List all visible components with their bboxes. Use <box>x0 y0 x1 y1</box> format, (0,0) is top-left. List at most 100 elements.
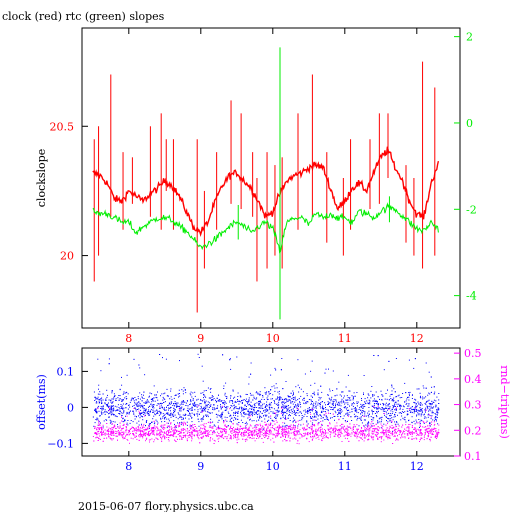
offset-point <box>425 403 427 405</box>
offset-point <box>138 401 140 403</box>
rnd-trip-point <box>200 430 202 432</box>
rnd-trip-point <box>121 435 123 437</box>
offset-point <box>251 408 253 410</box>
offset-point <box>320 415 322 417</box>
offset-point <box>358 409 360 410</box>
offset-point <box>133 405 135 406</box>
rnd-trip-point <box>204 425 206 427</box>
offset-point <box>240 406 242 408</box>
offset-point <box>295 386 297 388</box>
offset-point <box>142 419 144 421</box>
rnd-trip-point <box>258 437 260 439</box>
offset-point <box>437 407 439 409</box>
offset-point <box>135 399 137 401</box>
offset-point <box>248 411 250 412</box>
offset-point <box>178 408 180 409</box>
offset-point <box>431 410 433 412</box>
offset-point <box>246 394 248 395</box>
offset-point <box>139 367 141 369</box>
rnd-trip-point <box>309 433 311 435</box>
offset-point <box>414 402 416 404</box>
offset-point <box>207 387 209 389</box>
rnd-trip-point <box>388 436 390 438</box>
offset-point <box>219 415 221 417</box>
offset-point <box>391 408 393 410</box>
offset-point <box>111 405 113 407</box>
offset-point <box>191 417 193 419</box>
rnd-trip-point <box>273 434 275 436</box>
offset-point <box>160 404 162 406</box>
rnd-trip-point <box>197 437 199 438</box>
rnd-trip-point <box>329 422 331 424</box>
rnd-trip-point <box>438 429 440 431</box>
rnd-trip-point <box>302 427 304 429</box>
rnd-trip-point <box>397 428 399 430</box>
offset-point <box>436 396 438 398</box>
offset-point <box>353 402 354 404</box>
rnd-trip-point <box>104 429 106 431</box>
rnd-trip-point <box>163 429 165 430</box>
offset-point <box>394 391 396 393</box>
rnd-trip-point <box>205 435 207 437</box>
offset-point <box>379 398 380 400</box>
offset-point <box>191 408 193 410</box>
offset-point <box>228 413 230 414</box>
rnd-trip-point <box>385 431 386 433</box>
offset-point <box>152 409 154 411</box>
offset-point <box>313 416 315 418</box>
offset-point <box>105 419 107 421</box>
rnd-trip-point <box>285 440 287 442</box>
offset-point <box>262 408 264 409</box>
rnd-trip-point <box>218 440 219 442</box>
rnd-trip-point <box>397 430 399 432</box>
rnd-trip-point <box>430 424 432 425</box>
offset-point <box>244 405 246 407</box>
offset-point <box>138 408 140 410</box>
offset-point <box>230 368 232 370</box>
offset-point <box>218 426 219 428</box>
offset-point <box>198 421 200 423</box>
offset-point <box>306 416 308 417</box>
offset-point <box>315 401 317 403</box>
offset-point <box>414 408 416 410</box>
rnd-trip-point <box>199 442 201 444</box>
rnd-trip-point <box>229 438 231 440</box>
rnd-trip-point <box>237 424 239 426</box>
rnd-trip-point <box>398 434 400 435</box>
offset-point <box>248 412 250 414</box>
offset-point <box>142 397 143 399</box>
offset-point <box>274 367 276 369</box>
offset-point <box>198 413 200 415</box>
rnd-trip-point <box>326 437 328 438</box>
offset-point <box>101 409 103 411</box>
rnd-trip-point <box>429 429 431 431</box>
rnd-trip-point <box>281 407 283 409</box>
offset-point <box>160 406 162 408</box>
rnd-trip-point <box>363 425 364 427</box>
offset-point <box>267 420 268 422</box>
rnd-trip-point <box>171 428 173 430</box>
offset-point <box>302 399 304 401</box>
rnd-trip-point <box>284 433 286 435</box>
rnd-trip-point <box>356 437 358 439</box>
offset-point <box>269 402 271 404</box>
rnd-trip-point <box>419 441 420 442</box>
rnd-trip-point <box>270 427 272 429</box>
offset-point <box>373 394 375 396</box>
rnd-trip-point <box>367 434 369 436</box>
offset-point <box>251 413 253 415</box>
offset-point <box>204 401 206 403</box>
rnd-trip-point <box>436 433 438 434</box>
rnd-trip-point <box>289 440 291 442</box>
offset-point <box>115 398 117 400</box>
offset-point <box>367 422 369 424</box>
rnd-trip-point <box>104 433 106 435</box>
rnd-trip-point <box>290 432 292 434</box>
rnd-trip-point <box>249 432 251 433</box>
rnd-trip-point <box>414 407 416 409</box>
offset-point <box>231 409 233 411</box>
rnd-trip-point <box>279 426 281 428</box>
offset-point <box>402 408 404 410</box>
offset-point <box>178 410 180 412</box>
offset-point <box>419 423 421 424</box>
